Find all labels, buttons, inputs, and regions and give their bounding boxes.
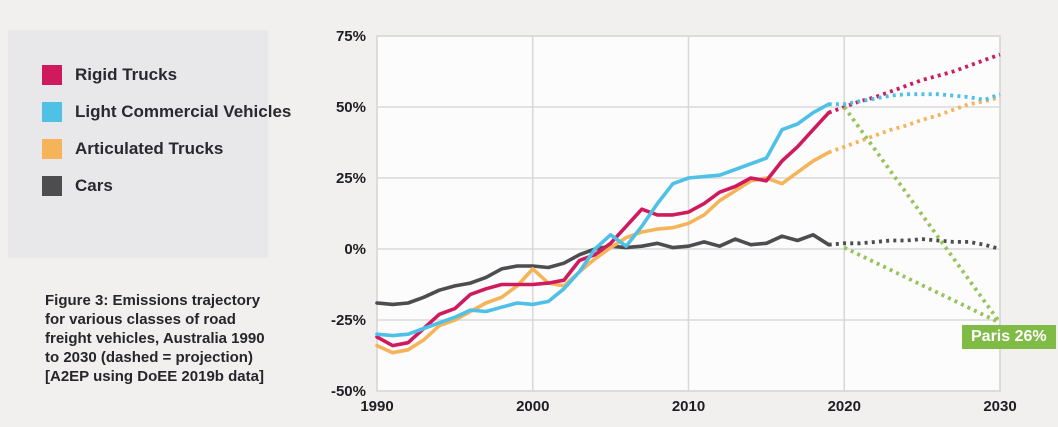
series-light-commercial-vehicles-line (375, 102, 831, 338)
rigid-trucks-swatch-icon (42, 64, 62, 85)
y-axis-tick-label: 75% (336, 28, 366, 45)
series-rigid-trucks-projection-line (828, 52, 1001, 115)
legend-label: Rigid Trucks (75, 64, 178, 84)
y-axis-tick-label: -25% (331, 312, 366, 329)
legend-label: Cars (75, 175, 113, 195)
caption-line: for various classes of road (45, 311, 236, 328)
caption-line: to 2030 (dashed = projection) (45, 349, 253, 366)
articulated-trucks-swatch-icon (42, 138, 62, 159)
paris-target-badge: Paris 26% (962, 325, 1056, 349)
caption-line: freight vehicles, Australia 1990 (45, 330, 265, 347)
y-axis-tick-label: 50% (336, 99, 366, 116)
figure-caption: Figure 3: Emissions trajectory for vario… (45, 291, 295, 386)
x-axis-tick-label: 2010 (672, 398, 705, 415)
caption-line: Figure 3: Emissions trajectory (45, 292, 261, 309)
paris-target-line-1 (842, 105, 1002, 324)
light-commercial-vehicles-swatch-icon (42, 101, 62, 122)
x-axis-tick-label: 2030 (983, 398, 1016, 415)
plot-border (376, 35, 1001, 392)
chart-legend: Rigid Trucks Light Commercial Vehicles A… (8, 30, 291, 258)
y-axis-tick-label: 0% (344, 241, 366, 258)
x-axis-tick-label: 1990 (360, 398, 393, 415)
caption-line: [A2EP using DoEE 2019b data] (45, 368, 264, 385)
series-articulated-trucks-line (375, 150, 831, 355)
cars-swatch-icon (42, 175, 62, 196)
legend-item-articulated-trucks: Articulated Trucks (8, 130, 268, 167)
x-axis-tick-label: 2000 (516, 398, 549, 415)
series-light-commercial-vehicles-projection-line (828, 92, 1001, 107)
series-articulated-trucks-projection-line (828, 95, 1001, 155)
paris-target-line-2 (843, 245, 1001, 325)
legend-item-cars: Cars (8, 167, 268, 204)
legend-label: Light Commercial Vehicles (75, 101, 292, 121)
legend-label: Articulated Trucks (75, 138, 224, 158)
series-rigid-trucks-line (375, 110, 831, 348)
x-axis-tick-label: 2020 (828, 398, 861, 415)
legend-item-light-commercial-vehicles: Light Commercial Vehicles (8, 93, 291, 130)
legend-item-rigid-trucks: Rigid Trucks (8, 56, 268, 93)
y-axis-tick-label: 25% (336, 170, 366, 187)
y-axis-tick-label: -50% (331, 383, 366, 400)
